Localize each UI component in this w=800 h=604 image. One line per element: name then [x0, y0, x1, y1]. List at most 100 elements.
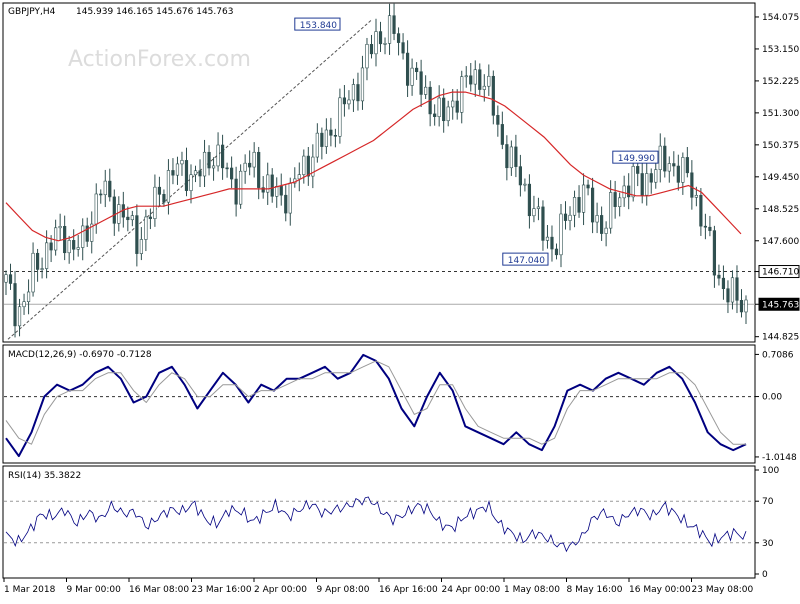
candle-body [112, 196, 116, 224]
time-tick-label: 1 May 08:00 [504, 585, 560, 595]
candle-body [401, 42, 405, 54]
candle-body [636, 166, 640, 174]
candle-body [257, 151, 261, 188]
candle-body [455, 100, 459, 113]
candle-body [667, 163, 671, 172]
macd-title: MACD(12,26,9) -0.6970 -0.7128 [8, 350, 152, 360]
current-price-label: 145.763 [762, 300, 799, 310]
rsi-title: RSI(14) 35.3822 [8, 471, 81, 481]
candle-body [708, 226, 712, 231]
candle-body [527, 183, 532, 217]
rsi-panel: RSI(14) 35.3822 100 70 30 0 [2, 465, 779, 580]
time-tick-label: 9 Mar 00:00 [67, 585, 122, 595]
time-tick-label: 23 Mar 16:00 [192, 585, 252, 595]
candle-body [415, 67, 419, 73]
time-tick-label: 9 Apr 08:00 [317, 585, 370, 595]
candle-body [81, 225, 85, 248]
candle-body [640, 173, 644, 196]
price-header-ohlc: 145.939 146.165 145.676 145.763 [76, 7, 233, 17]
time-axis: 1 Mar 2018 9 Mar 00:00 16 Mar 08:00 23 Mar … [3, 578, 753, 595]
current-price-box [758, 297, 800, 311]
time-tick-label: 24 Apr 00:00 [442, 585, 501, 595]
candle-body [577, 197, 581, 213]
candle-body [126, 216, 130, 221]
candle-body [609, 192, 613, 229]
candle-body [487, 75, 491, 87]
candle-body [568, 214, 572, 221]
candle-body [699, 194, 703, 227]
price-tick-label: 154.075 [762, 13, 799, 23]
candle-body [130, 215, 134, 221]
candle-body [717, 274, 721, 279]
candle-body [347, 99, 351, 105]
candle-body [541, 206, 545, 241]
candle-body [94, 193, 98, 225]
candle-body [72, 240, 76, 250]
candle-body [184, 160, 189, 191]
moving-average-line [5, 91, 742, 242]
candle-body [442, 97, 446, 122]
candle-body [581, 184, 586, 213]
candle-body [324, 129, 328, 147]
time-tick-label: 2 Apr 00:00 [254, 585, 307, 595]
candle-body [649, 173, 653, 183]
candle-body [216, 144, 220, 167]
candle-body [175, 163, 180, 176]
candle-body [672, 163, 676, 167]
candle-body [297, 174, 301, 180]
candle-body [735, 277, 739, 301]
candle-body [631, 166, 635, 198]
price-axis: 154.075 153.150 152.225 151.300 150.375 149.4… [755, 13, 800, 343]
candle-body [139, 239, 143, 254]
candle-body [387, 15, 392, 44]
candle-body [76, 247, 80, 250]
candle-body [198, 170, 202, 177]
price-panel: ActionForex.com GBPJPY,H4 145.939 146.16… [2, 2, 800, 343]
candle-body [329, 129, 333, 136]
candle-body [419, 71, 423, 95]
candle-body [360, 67, 365, 102]
candle-body [162, 194, 166, 203]
candle-body [559, 213, 563, 256]
time-tick-label: 8 May 16:00 [567, 585, 623, 595]
candle-body [369, 44, 374, 55]
candle-body [202, 151, 207, 177]
candle-body [374, 31, 378, 55]
annotation-label: 147.040 [508, 256, 545, 266]
candle-body [67, 240, 71, 254]
candle-body [536, 206, 541, 209]
watermark: ActionForex.com [68, 47, 251, 72]
time-tick-label: 1 Mar 2018 [4, 585, 56, 595]
candle-body [35, 252, 40, 270]
candle-body [676, 165, 680, 183]
time-tick-label: 16 Mar 08:00 [129, 585, 189, 595]
candle-body [383, 43, 387, 45]
candle-body [193, 170, 198, 176]
candle-body [17, 306, 22, 327]
candle-body [446, 106, 450, 122]
candle-body [90, 223, 94, 242]
candle-body [135, 215, 139, 254]
macd-panel: MACD(12,26,9) -0.6970 -0.7128 0.7086 0.00… [2, 344, 797, 464]
candle-body [654, 169, 658, 183]
candle-body [572, 197, 577, 216]
candle-body [545, 236, 550, 241]
candle-body [473, 69, 477, 85]
candle-body [248, 162, 252, 168]
candle-body [220, 144, 225, 169]
candle-body [730, 277, 735, 303]
rsi-tick-label: 0 [762, 570, 768, 580]
candle-body [40, 268, 44, 270]
candle-body [451, 100, 455, 108]
candle-body [148, 216, 152, 219]
candle-body [8, 274, 13, 284]
candle-body [437, 97, 441, 117]
candle-body [681, 157, 685, 183]
rsi-panel-frame [2, 465, 756, 579]
candle-body [604, 227, 608, 234]
candle-body [333, 135, 337, 137]
candle-body [482, 85, 486, 90]
candle-body [261, 187, 265, 193]
candle-body [550, 236, 554, 250]
candle-body [514, 146, 518, 167]
